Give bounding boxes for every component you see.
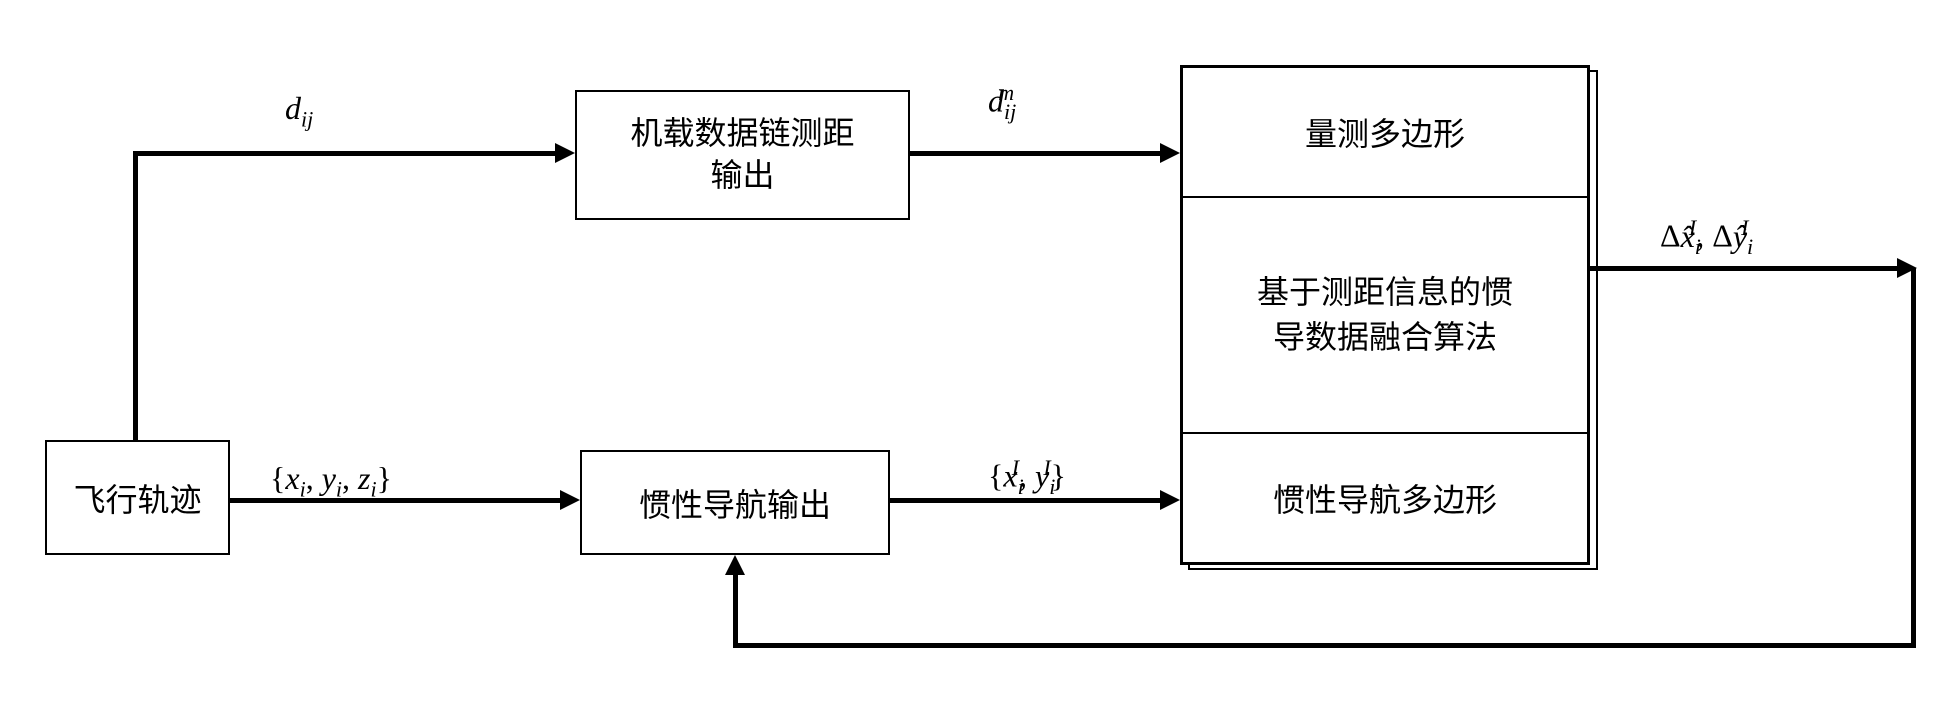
label-delta-output: Δx̂iI, ΔŷiI [1660,215,1748,260]
arrow-output [1590,266,1900,271]
composite-box: 量测多边形 基于测距信息的惯 导数据融合算法 惯性导航多边形 [1180,65,1590,565]
section-2-label: 惯性导航多边形 [1273,475,1497,521]
arrowhead-inertial [560,490,580,510]
datalink-label: 机载数据链测距 输出 [630,113,854,196]
label-d-ij-m: dijm [988,80,1014,125]
arrowhead-comp-top [1160,143,1180,163]
arrow-datalink-to-comp [910,151,1163,156]
flight-path-box: 飞行轨迹 [45,440,230,555]
inertial-output-label: 惯性导航输出 [639,480,831,526]
label-d-ij: dij [285,90,313,132]
feedback-v-right [1911,268,1916,648]
section-inertial-polygon: 惯性导航多边形 [1182,433,1588,563]
datalink-box: 机载数据链测距 输出 [575,90,910,220]
section-fusion-algorithm: 基于测距信息的惯 导数据融合算法 [1182,197,1588,433]
feedback-v-left [733,573,738,648]
arrowhead-comp-bottom [1160,490,1180,510]
arrow-flight-to-datalink [133,151,558,156]
feedback-h [733,643,1916,648]
arrowhead-feedback [725,555,745,575]
flight-path-label: 飞行轨迹 [73,475,201,521]
inertial-output-box: 惯性导航输出 [580,450,890,555]
arrow-flight-up [133,153,138,440]
flowchart: 飞行轨迹 机载数据链测距 输出 惯性导航输出 量测多边形 基于测距信息的惯 导数… [20,20,1944,699]
section-0-label: 量测多边形 [1305,109,1465,155]
section-1-label: 基于测距信息的惯 导数据融合算法 [1257,270,1513,360]
arrowhead-datalink [555,143,575,163]
section-measurement-polygon: 量测多边形 [1182,67,1588,197]
label-xI-yI: {xiI, yiI} [988,455,1066,500]
label-xyz-i: {xi, yi, zi} [270,460,392,502]
